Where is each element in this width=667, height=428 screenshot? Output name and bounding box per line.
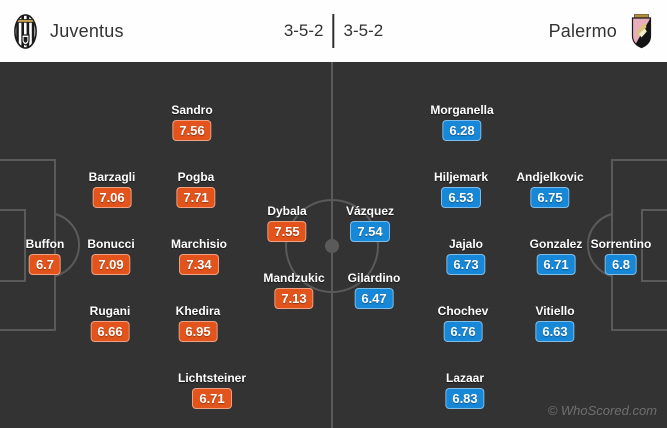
player-home-4[interactable]: Sandro 7.56	[171, 103, 213, 141]
center-spot	[325, 239, 339, 253]
player-rating-badge: 7.55	[267, 221, 307, 242]
player-rating-badge: 6.83	[445, 388, 485, 409]
right-penalty-arc	[586, 213, 613, 277]
player-rating-badge: 6.71	[536, 254, 576, 275]
away-formation: 3-5-2	[343, 21, 384, 40]
player-name: Vázquez	[345, 204, 395, 218]
player-name: Dybala	[267, 204, 307, 218]
player-rating-badge: 6.8	[604, 254, 638, 275]
player-away-9[interactable]: Vitiello 6.63	[535, 304, 575, 342]
player-away-0[interactable]: Vázquez 7.54	[346, 204, 394, 242]
pitch-markings	[0, 62, 667, 428]
player-name: Marchisio	[170, 237, 228, 251]
player-rating-badge: 6.76	[443, 321, 483, 342]
player-rating-badge: 6.66	[90, 321, 130, 342]
player-rating-badge: 7.71	[176, 187, 216, 208]
player-away-10[interactable]: Sorrentino 6.8	[590, 237, 652, 275]
player-rating-badge: 7.54	[350, 221, 390, 242]
player-rating-badge: 6.53	[441, 187, 481, 208]
player-rating-badge: 7.34	[179, 254, 219, 275]
player-home-9[interactable]: Dybala 7.55	[267, 204, 307, 242]
whoscored-watermark: © WhoScored.com	[547, 403, 657, 418]
player-away-4[interactable]: Jajalo 6.73	[446, 237, 486, 275]
player-rating-badge: 6.71	[192, 388, 232, 409]
player-home-7[interactable]: Khedira 6.95	[175, 304, 221, 342]
right-goal-area	[641, 209, 667, 282]
player-home-8[interactable]: Lichtsteiner 6.71	[178, 371, 246, 409]
player-name: Lazaar	[445, 371, 485, 385]
player-home-10[interactable]: Mandzukic 7.13	[263, 271, 325, 309]
player-away-3[interactable]: Hiljemark 6.53	[434, 170, 488, 208]
player-name: Gonzalez	[529, 237, 583, 251]
player-away-5[interactable]: Chochev 6.76	[437, 304, 489, 342]
away-team-name: Palermo	[548, 20, 617, 41]
away-team-block: Palermo	[548, 13, 653, 49]
player-rating-badge: 7.09	[91, 254, 131, 275]
player-rating-badge: 7.13	[274, 288, 314, 309]
left-penalty-arc	[54, 213, 81, 277]
player-rating-badge: 7.56	[172, 120, 212, 141]
player-name: Rugani	[89, 304, 131, 318]
player-name: Vitiello	[535, 304, 575, 318]
player-name: Chochev	[437, 304, 489, 318]
player-name: Lichtsteiner	[177, 371, 247, 385]
player-home-5[interactable]: Pogba 7.71	[176, 170, 216, 208]
player-rating-badge: 6.47	[354, 288, 394, 309]
juventus-crest-icon	[14, 13, 37, 49]
player-rating-badge: 6.75	[530, 187, 570, 208]
player-name: Andjelkovic	[516, 170, 584, 184]
player-name: Barzagli	[88, 170, 136, 184]
player-rating-badge: 6.63	[535, 321, 575, 342]
player-name: Sorrentino	[590, 237, 652, 251]
player-away-2[interactable]: Morganella 6.28	[430, 103, 494, 141]
player-name: Gilardino	[347, 271, 401, 285]
home-formation: 3-5-2	[283, 21, 324, 40]
right-penalty-area	[611, 159, 667, 331]
formation-pitch: Buffon 6.7 Barzagli 7.06 Bonucci 7.09 Ru…	[0, 62, 667, 428]
player-name: Morganella	[430, 103, 494, 117]
player-rating-badge: 6.95	[178, 321, 218, 342]
center-circle	[285, 199, 379, 293]
player-home-3[interactable]: Rugani 6.66	[89, 304, 131, 342]
home-team-name: Juventus	[50, 20, 124, 41]
player-rating-badge: 7.06	[92, 187, 132, 208]
player-rating-badge: 6.7	[28, 254, 62, 275]
home-team-block: Juventus	[14, 13, 124, 49]
player-name: Jajalo	[448, 237, 484, 251]
player-name: Sandro	[171, 103, 213, 117]
player-name: Bonucci	[87, 237, 135, 251]
player-name: Khedira	[175, 304, 221, 318]
left-goal-area	[0, 209, 26, 282]
left-penalty-area	[0, 159, 56, 331]
player-home-2[interactable]: Bonucci 7.09	[87, 237, 135, 275]
palermo-crest-icon	[631, 13, 652, 48]
player-away-8[interactable]: Gonzalez 6.71	[529, 237, 583, 275]
player-name: Buffon	[25, 237, 65, 251]
player-away-1[interactable]: Gilardino 6.47	[347, 271, 401, 309]
player-rating-badge: 6.28	[442, 120, 482, 141]
player-rating-badge: 6.73	[446, 254, 486, 275]
player-home-1[interactable]: Barzagli 7.06	[88, 170, 136, 208]
player-home-6[interactable]: Marchisio 7.34	[171, 237, 227, 275]
player-away-6[interactable]: Lazaar 6.83	[445, 371, 485, 409]
match-header: Juventus 3-5-2 3-5-2 Palermo	[0, 0, 667, 62]
formation-divider	[332, 14, 335, 48]
player-name: Pogba	[177, 170, 215, 184]
player-name: Hiljemark	[433, 170, 489, 184]
formations: 3-5-2 3-5-2	[284, 0, 383, 62]
player-home-0[interactable]: Buffon 6.7	[25, 237, 65, 275]
player-name: Mandzukic	[263, 271, 325, 285]
player-away-7[interactable]: Andjelkovic 6.75	[516, 170, 584, 208]
